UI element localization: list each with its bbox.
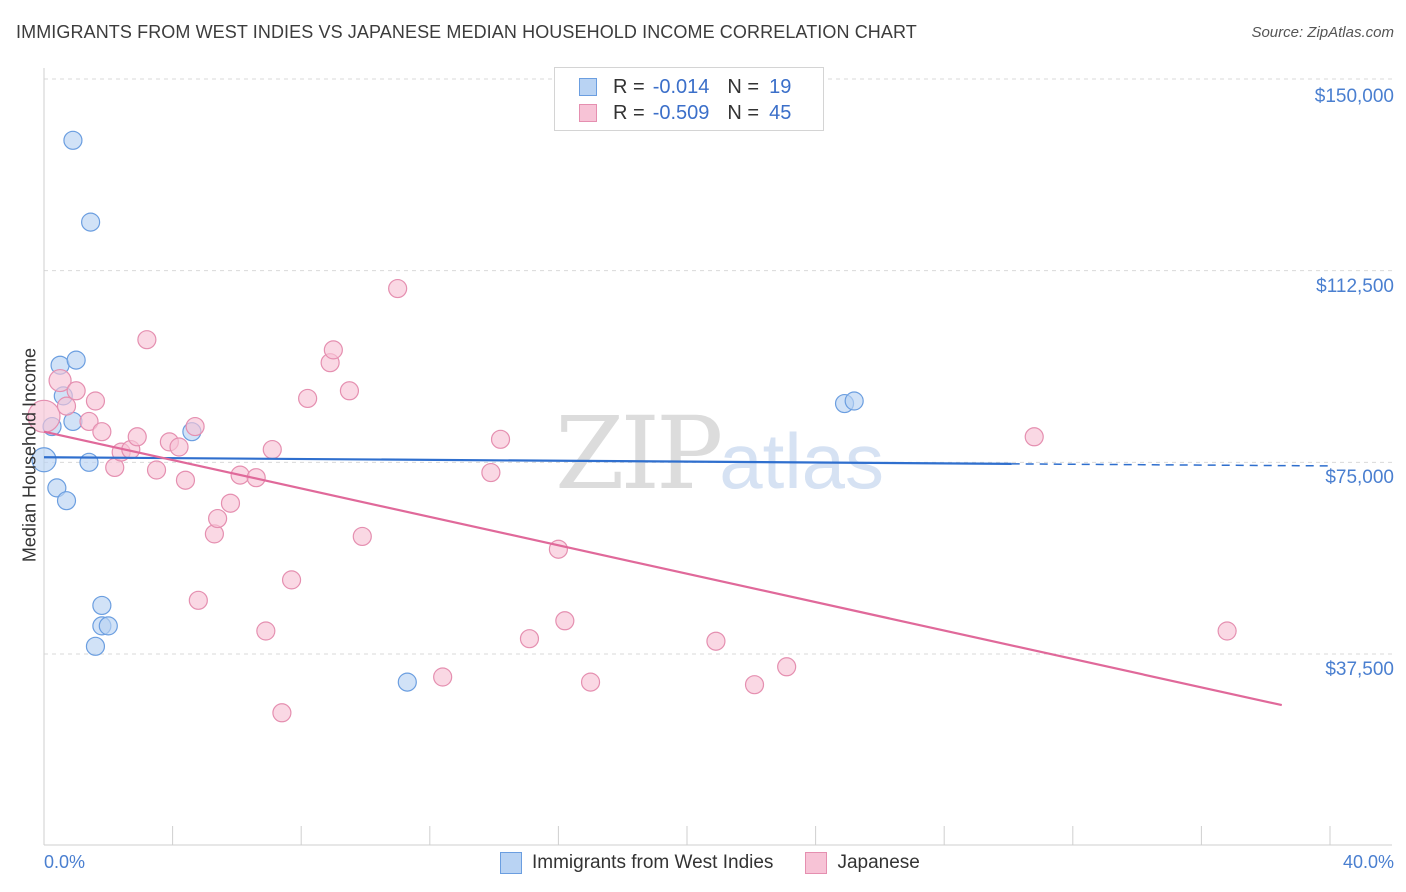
japanese-data-point — [388, 278, 408, 299]
y-axis-label: Median Household Income — [19, 347, 40, 563]
west-indies-data-point — [47, 478, 67, 498]
pink-swatch-icon — [579, 104, 597, 122]
japanese-data-point — [433, 667, 453, 687]
r-label: R = — [613, 101, 645, 124]
r-value: -0.014 — [652, 75, 710, 98]
japanese-data-point — [298, 388, 318, 409]
west-indies-data-point — [92, 595, 112, 616]
x-tick-label-max: 40.0% — [1342, 852, 1394, 872]
west-indies-data-point — [79, 452, 99, 472]
japanese-data-point — [79, 411, 99, 432]
legend-row-japanese: R = -0.509 N = 45 — [579, 100, 791, 126]
legend-row-west-indies: R = -0.014 N = 19 — [579, 74, 791, 100]
west-indies-data-point — [81, 212, 101, 232]
japanese-data-point — [66, 381, 86, 401]
japanese-data-point — [127, 427, 147, 447]
japanese-data-point — [262, 439, 282, 460]
y-tick-label: $150,000 — [1314, 86, 1394, 107]
japanese-data-point — [56, 396, 77, 416]
west-indies-trend-line — [43, 456, 1012, 465]
r-label: R = — [613, 75, 645, 98]
japanese-data-point — [208, 508, 228, 529]
japanese-data-point — [481, 462, 501, 483]
west-indies-data-point — [31, 447, 57, 473]
n-label: N = — [727, 75, 760, 98]
west-indies-data-point — [56, 491, 77, 511]
japanese-data-point — [339, 381, 360, 401]
legend-label-west-indies: Immigrants from West Indies — [532, 852, 774, 873]
west-indies-data-point — [63, 130, 83, 150]
japanese-data-point — [85, 391, 106, 411]
japanese-data-point — [555, 611, 575, 631]
correlation-legend: R = -0.014 N = 19 R = -0.509 N = 45 — [554, 67, 824, 131]
legend-item-japanese[interactable]: Japanese — [805, 852, 920, 874]
chart-title: IMMIGRANTS FROM WEST INDIES VS JAPANESE … — [16, 22, 917, 42]
series-legend: Immigrants from West Indies Japanese — [500, 852, 952, 874]
west-indies-data-point — [85, 636, 106, 656]
blue-swatch-icon — [500, 852, 522, 874]
japanese-data-point — [272, 703, 292, 723]
japanese-data-point — [146, 460, 167, 480]
japanese-data-point — [519, 629, 540, 649]
r-value: -0.509 — [652, 101, 710, 124]
japanese-data-point — [137, 330, 157, 350]
japanese-data-point — [220, 493, 241, 513]
y-tick-label: $75,000 — [1325, 467, 1394, 488]
japanese-data-point — [1024, 427, 1044, 447]
legend-label-japanese: Japanese — [837, 852, 920, 873]
west-indies-data-point — [844, 391, 864, 411]
pink-swatch-icon — [805, 852, 828, 874]
japanese-data-point — [490, 429, 511, 449]
japanese-trend-line — [43, 430, 1283, 707]
japanese-data-point — [580, 672, 601, 692]
japanese-data-point — [1217, 621, 1237, 641]
japanese-data-point — [175, 470, 196, 490]
japanese-data-point — [256, 621, 276, 641]
y-tick-label: $37,500 — [1325, 659, 1394, 680]
west-indies-trend-extension — [1011, 463, 1331, 467]
legend-item-west-indies[interactable]: Immigrants from West Indies — [500, 852, 773, 874]
n-value: 45 — [769, 101, 792, 124]
japanese-data-point — [323, 340, 343, 360]
japanese-data-point — [169, 437, 189, 457]
japanese-data-point — [188, 590, 208, 610]
west-indies-data-point — [397, 672, 417, 692]
n-label: N = — [727, 101, 760, 124]
japanese-data-point — [744, 675, 765, 695]
japanese-data-point — [185, 416, 205, 437]
n-value: 19 — [769, 75, 792, 98]
west-indies-data-point — [98, 616, 118, 636]
japanese-data-point — [777, 657, 797, 677]
japanese-data-point — [352, 526, 372, 547]
japanese-data-point — [48, 368, 72, 393]
japanese-data-point — [281, 570, 302, 590]
west-indies-data-point — [66, 350, 86, 370]
y-tick-label: $112,500 — [1316, 276, 1394, 297]
x-tick-label-min: 0.0% — [44, 852, 86, 872]
blue-swatch-icon — [579, 78, 597, 96]
chart-source: Source: ZipAtlas.com — [1251, 24, 1394, 41]
japanese-data-point — [92, 422, 112, 442]
japanese-data-point — [706, 631, 726, 651]
